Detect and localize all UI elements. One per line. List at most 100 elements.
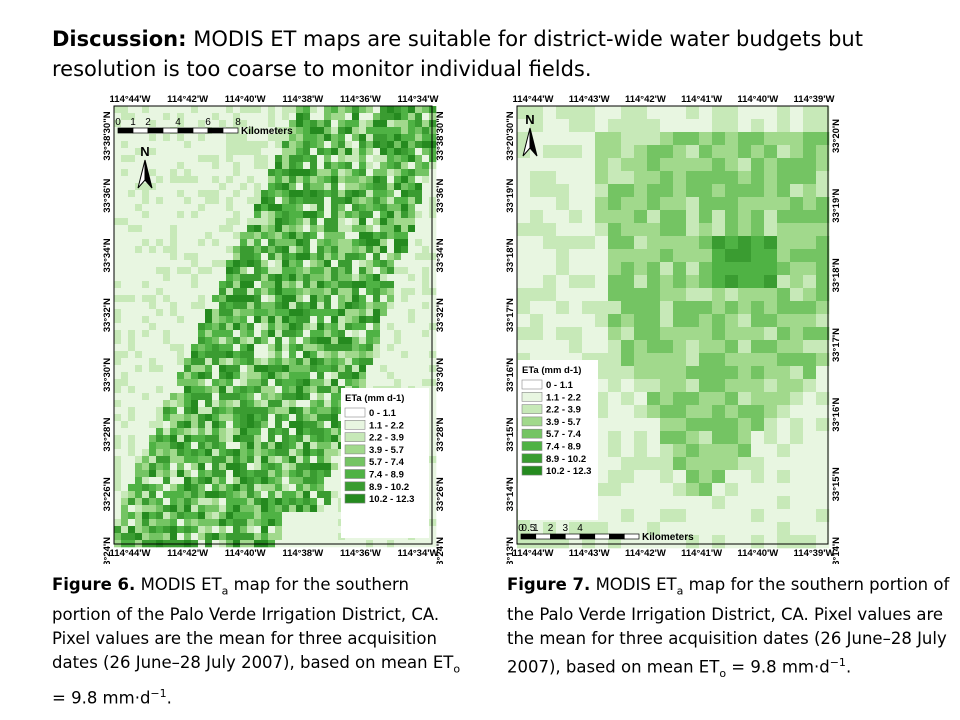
fig6-pixel <box>373 197 381 205</box>
fig7-pixel <box>725 366 739 380</box>
fig7-pixel <box>725 145 739 159</box>
fig6-pixel <box>422 309 430 317</box>
fig6-pixel <box>170 337 178 345</box>
fig6-right-tick: 33°38'30"N <box>435 111 446 160</box>
fig6-left-tick: 33°28'N <box>102 417 113 451</box>
fig7-pixel <box>751 210 765 224</box>
fig7-pixel <box>738 431 752 445</box>
fig6-pixel <box>289 435 297 443</box>
fig6-pixel <box>422 197 430 205</box>
fig6-pixel <box>247 428 255 436</box>
fig7-pixel <box>790 522 804 536</box>
fig7-pixel <box>530 301 544 315</box>
fig6-pixel <box>212 344 220 352</box>
fig6-pixel <box>324 183 332 191</box>
fig6-pixel <box>114 274 122 282</box>
fig6-pixel <box>212 239 220 247</box>
fig6-pixel <box>422 232 430 240</box>
fig6-pixel <box>387 239 395 247</box>
fig7-north-arrow: N <box>522 112 538 157</box>
fig7-pixel <box>686 418 700 432</box>
fig6-pixel <box>191 302 199 310</box>
fig6-pixel <box>170 274 178 282</box>
fig6-pixel <box>415 330 423 338</box>
fig7-scale-segment <box>520 533 537 540</box>
fig7-pixel <box>738 132 752 146</box>
fig6-pixel <box>366 372 374 380</box>
fig6-pixel <box>303 302 311 310</box>
fig6-pixel <box>408 316 416 324</box>
fig7-pixel <box>751 470 765 484</box>
fig6-pixel <box>338 253 346 261</box>
fig6-pixel <box>387 365 395 373</box>
fig6-pixel <box>303 295 311 303</box>
fig7-pixel <box>764 210 778 224</box>
fig6-pixel <box>422 274 430 282</box>
fig7-pixel <box>712 249 726 263</box>
fig6-pixel <box>212 365 220 373</box>
fig6-pixel <box>338 211 346 219</box>
fig6-pixel <box>359 211 367 219</box>
fig7-pixel <box>673 184 687 198</box>
fig7-pixel <box>777 119 791 133</box>
fig6-pixel <box>226 316 234 324</box>
fig7-pixel <box>673 249 687 263</box>
fig6-pixel <box>233 400 241 408</box>
fig6-pixel <box>261 505 269 513</box>
fig6-pixel <box>303 372 311 380</box>
fig6-pixel <box>387 106 395 114</box>
fig6-pixel <box>366 379 374 387</box>
fig6-pixel <box>303 253 311 261</box>
fig6-pixel <box>345 134 353 142</box>
fig6-pixel <box>163 491 171 499</box>
fig6-pixel <box>142 358 150 366</box>
fig6-pixel <box>226 372 234 380</box>
fig6-pixel <box>296 260 304 268</box>
fig6-pixel <box>121 218 129 226</box>
fig6-pixel <box>282 351 290 359</box>
fig6-pixel <box>261 463 269 471</box>
fig6-pixel <box>394 218 402 226</box>
fig6-pixel <box>121 337 129 345</box>
fig7-pixel <box>660 236 674 250</box>
fig7-pixel <box>816 405 830 419</box>
fig6-pixel <box>121 533 129 541</box>
fig6-pixel <box>275 169 283 177</box>
fig7-pixel <box>621 132 635 146</box>
fig6-pixel <box>205 344 213 352</box>
fig6-pixel <box>254 470 262 478</box>
fig6-pixel <box>198 337 206 345</box>
fig6-pixel <box>156 484 164 492</box>
fig6-pixel <box>296 442 304 450</box>
fig7-pixel <box>790 470 804 484</box>
fig6-pixel <box>415 176 423 184</box>
fig6-pixel <box>163 477 171 485</box>
fig6-pixel <box>156 442 164 450</box>
fig7-pixel <box>595 431 609 445</box>
fig6-pixel <box>282 218 290 226</box>
fig7-pixel <box>816 535 830 549</box>
fig6-pixel <box>268 190 276 198</box>
fig7-pixel <box>751 197 765 211</box>
fig6-pixel <box>233 505 241 513</box>
fig6-pixel <box>212 358 220 366</box>
fig7-pixel <box>647 210 661 224</box>
fig7-pixel <box>569 327 583 341</box>
fig6-pixel <box>289 197 297 205</box>
fig6-pixel <box>422 344 430 352</box>
fig6-pixel <box>289 351 297 359</box>
fig6-pixel <box>317 463 325 471</box>
fig6-pixel <box>268 162 276 170</box>
fig6-pixel <box>324 197 332 205</box>
fig6-pixel <box>310 512 318 520</box>
fig6-pixel <box>268 113 276 121</box>
fig6-pixel <box>261 498 269 506</box>
fig6-pixel <box>359 330 367 338</box>
fig6-pixel <box>163 246 171 254</box>
fig6-pixel <box>408 106 416 114</box>
fig6-pixel <box>310 218 318 226</box>
fig6-pixel <box>345 372 353 380</box>
fig6-pixel <box>135 442 143 450</box>
fig6-pixel <box>422 316 430 324</box>
fig6-pixel <box>338 330 346 338</box>
